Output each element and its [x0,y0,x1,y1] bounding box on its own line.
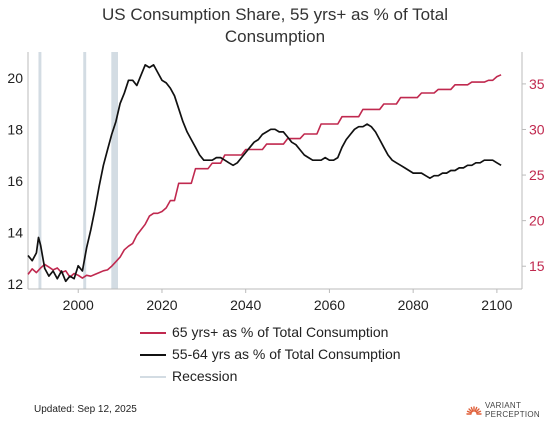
y-left-tick-label: 20 [7,70,23,86]
x-tick-label: 2020 [146,297,177,313]
legend-swatch-65-plus [140,332,166,334]
y-left-tick-label: 14 [7,224,23,240]
legend-label-55-64: 55-64 yrs as % of Total Consumption [172,346,401,362]
x-tick-label: 2040 [230,297,261,313]
logo-wordmark: VARIANT PERCEPTION [485,401,540,419]
logo-ray [476,410,482,414]
logo-ray [466,410,472,414]
series-lines [27,64,502,283]
legend-swatch-recession [140,376,166,378]
recession-band-3 [111,52,119,289]
y-right-tick-label: 25 [529,167,545,183]
x-tick-label: 2000 [63,297,94,313]
recession-band-2 [83,52,87,289]
legend-swatch-55-64 [140,354,166,356]
y-left-tick-label: 12 [7,276,23,292]
x-tick-label: 2080 [398,297,429,313]
chart-title-line-2: Consumption [224,27,326,46]
logo-icon [466,406,482,415]
axes: 2000 2020 2040 2060 2080 2100 12 14 16 18 20 15 20 25… [7,52,545,313]
y-right-tick-label: 35 [529,76,545,92]
y-left-tick-label: 18 [7,121,23,137]
legend-label-recession: Recession [172,368,238,384]
y-left-tick-label: 16 [7,173,23,189]
x-tick-label: 2100 [481,297,512,313]
logo-line-2: PERCEPTION [485,410,541,419]
logo-line-1: VARIANT [485,401,522,410]
logo-ray [474,406,478,412]
updated-timestamp: Updated: Sep 12, 2025 [34,404,137,415]
chart-plot: 2000 2020 2040 2060 2080 2100 12 14 16 18 20 15 20 25… [7,52,545,313]
series-line-55-64 [27,64,502,283]
series-line-65-plus [27,74,502,279]
y-right-tick-label: 30 [529,121,545,137]
chart-title-line-1: US Consumption Share, 55 yrs+ as % of To… [101,5,448,24]
recession-bands [38,52,119,289]
brand-logo: VARIANT PERCEPTION [466,399,546,421]
chart-title: US Consumption Share, 55 yrs+ as % of To… [0,4,550,48]
x-tick-label: 2060 [314,297,345,313]
logo-ray [468,408,473,413]
legend-label-65-plus: 65 yrs+ as % of Total Consumption [172,324,389,340]
logo-ray [475,408,480,413]
y-right-tick-label: 15 [529,258,545,274]
y-right-tick-label: 20 [529,213,545,229]
logo-ray [470,406,474,412]
recession-band-1 [38,52,42,289]
